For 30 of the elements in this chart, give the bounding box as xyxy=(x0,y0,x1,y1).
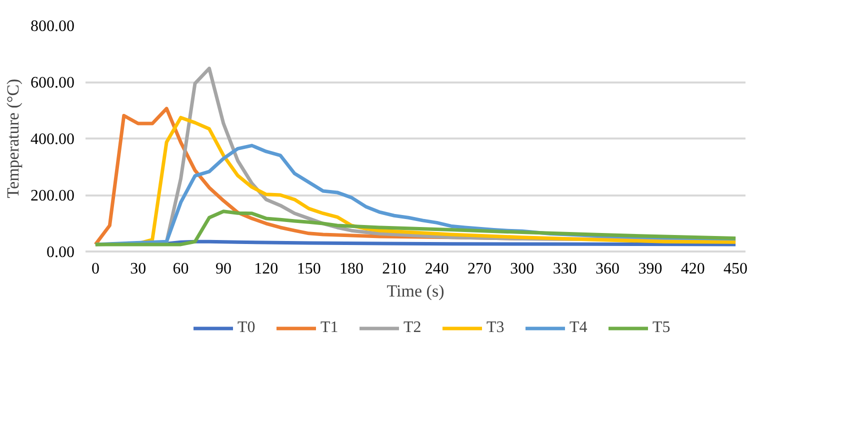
x-tick-label: 270 xyxy=(468,260,492,278)
x-tick-label: 210 xyxy=(382,260,406,278)
x-tick-label: 120 xyxy=(254,260,278,278)
legend-label: T3 xyxy=(486,319,506,337)
x-tick-label: 180 xyxy=(339,260,364,278)
x-tick-label: 90 xyxy=(215,260,232,278)
x-tick-label: 300 xyxy=(510,260,534,278)
y-tick-label: 600.00 xyxy=(30,74,74,92)
x-tick-label: 450 xyxy=(724,260,748,278)
y-axis-title: Temperature (°C) xyxy=(4,78,22,198)
legend-label: T4 xyxy=(570,319,588,337)
x-tick-label: 240 xyxy=(424,260,449,278)
x-tick-label: 420 xyxy=(680,260,705,278)
line-series xyxy=(94,210,738,246)
x-tick-label: 150 xyxy=(296,260,321,278)
legend-label: T5 xyxy=(652,319,672,337)
x-tick-label: 0 xyxy=(91,260,100,278)
legend-label: T2 xyxy=(404,319,422,337)
x-tick-label: 330 xyxy=(552,260,577,278)
x-tick-label: 360 xyxy=(596,260,620,278)
x-tick-label: 30 xyxy=(130,260,146,278)
y-tick-label: 400.00 xyxy=(30,131,74,148)
x-tick-label: 60 xyxy=(172,260,189,278)
y-tick-label: 200.00 xyxy=(30,188,74,204)
x-tick-label: 390 xyxy=(638,260,662,278)
y-tick-label: 0.00 xyxy=(46,244,74,261)
legend-label: T1 xyxy=(320,319,340,337)
x-axis-title: Time (s) xyxy=(386,282,444,300)
y-tick-label: 800.00 xyxy=(30,18,74,35)
legend-label: T0 xyxy=(238,319,256,337)
